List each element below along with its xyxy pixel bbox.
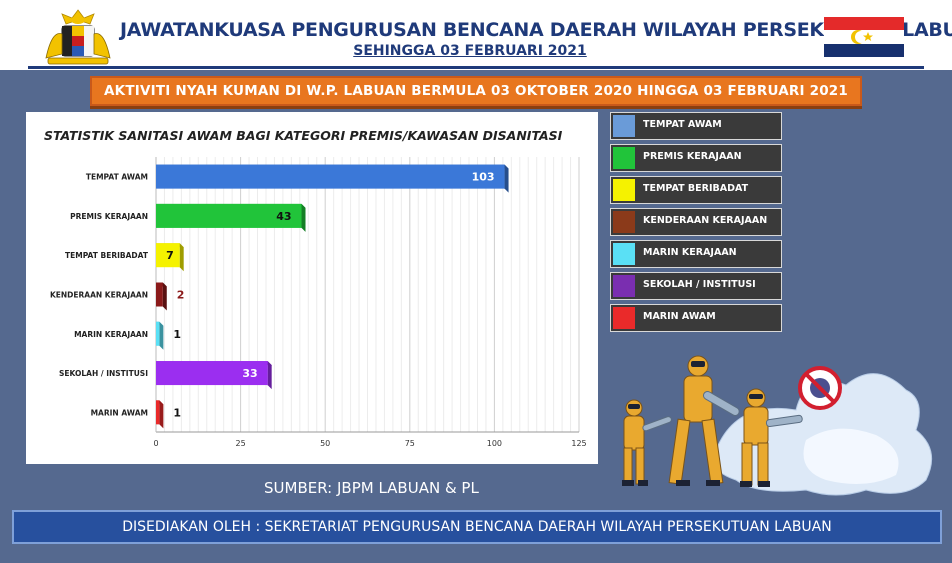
legend-swatch [613, 243, 635, 265]
legend-item: MARIN AWAM [610, 304, 782, 332]
bar-side [267, 361, 272, 390]
page-title: JAWATANKUASA PENGURUSAN BENCANA DAERAH W… [120, 19, 952, 41]
page-subtitle: SEHINGGA 03 FEBRUARI 2021 [353, 43, 587, 59]
bar-side [159, 400, 164, 429]
category-label: PREMIS KERAJAAN [70, 212, 148, 221]
legend-label: TEMPAT BERIBADAT [643, 183, 749, 194]
x-tick-label: 25 [236, 439, 246, 448]
x-tick-label: 75 [405, 439, 415, 448]
bar [156, 361, 268, 386]
footer-banner: DISEDIAKAN OLEH : SEKRETARIAT PENGURUSAN… [12, 510, 942, 544]
bar-side [159, 321, 164, 350]
chart-title: STATISTIK SANITASI AWAM BAGI KATEGORI PR… [44, 128, 563, 143]
bar-side [504, 164, 509, 193]
legend-swatch [613, 307, 635, 329]
bar [156, 282, 163, 307]
data-label: 33 [242, 367, 257, 380]
legend-label: SEKOLAH / INSTITUSI [643, 279, 756, 290]
data-label: 1 [173, 328, 181, 341]
legend-swatch [613, 275, 635, 297]
bar [156, 243, 180, 268]
legend-swatch [613, 115, 635, 137]
bar [156, 164, 505, 189]
legend-item: SEKOLAH / INSTITUSI [610, 272, 782, 300]
legend-item: PREMIS KERAJAAN [610, 144, 782, 172]
disinfection-workers-illustration [622, 355, 933, 496]
legend-label: MARIN KERAJAAN [643, 247, 737, 258]
legend-label: MARIN AWAM [643, 311, 716, 322]
legend-swatch [613, 211, 635, 233]
x-tick-label: 0 [153, 439, 158, 448]
legend-label: TEMPAT AWAM [643, 119, 722, 130]
header-divider [28, 66, 924, 69]
labuan-flag-icon [824, 17, 904, 57]
data-label: 103 [472, 171, 495, 184]
x-tick-label: 100 [487, 439, 502, 448]
source-note: SUMBER: JBPM LABUAN & PL [264, 479, 479, 497]
no-virus-icon [798, 366, 842, 410]
data-label: 43 [276, 210, 291, 223]
legend-item: TEMPAT BERIBADAT [610, 176, 782, 204]
category-label: TEMPAT BERIBADAT [65, 251, 149, 260]
category-label: TEMPAT AWAM [86, 173, 148, 182]
bar [156, 321, 160, 346]
category-label: MARIN AWAM [91, 408, 148, 417]
malaysia-coat-of-arms-icon [45, 9, 111, 65]
x-tick-label: 50 [320, 439, 330, 448]
legend-item: TEMPAT AWAM [610, 112, 782, 140]
data-label: 2 [177, 289, 185, 302]
bar-side [179, 243, 184, 272]
legend-label: KENDERAAN KERAJAAN [643, 215, 768, 226]
header [0, 0, 952, 70]
legend-item: KENDERAAN KERAJAAN [610, 208, 782, 236]
legend-swatch [613, 179, 635, 201]
bar-side [301, 203, 306, 232]
legend-swatch [613, 147, 635, 169]
data-label: 1 [173, 406, 181, 419]
bar-side [162, 282, 167, 311]
bar [156, 400, 160, 425]
legend-label: PREMIS KERAJAAN [643, 151, 742, 162]
bar-chart: 0 25 50 75 100 125 TEMPAT AWAM 103 PREMIS KERAJA… [50, 157, 587, 448]
category-label: SEKOLAH / INSTITUSI [59, 369, 148, 378]
x-tick-label: 125 [571, 439, 586, 448]
bar [156, 203, 302, 228]
category-label: KENDERAAN KERAJAAN [50, 291, 148, 300]
category-label: MARIN KERAJAAN [74, 330, 148, 339]
activity-banner: AKTIVITI NYAH KUMAN DI W.P. LABUAN BERMU… [90, 76, 862, 106]
legend-item: MARIN KERAJAAN [610, 240, 782, 268]
data-label: 7 [166, 249, 174, 262]
